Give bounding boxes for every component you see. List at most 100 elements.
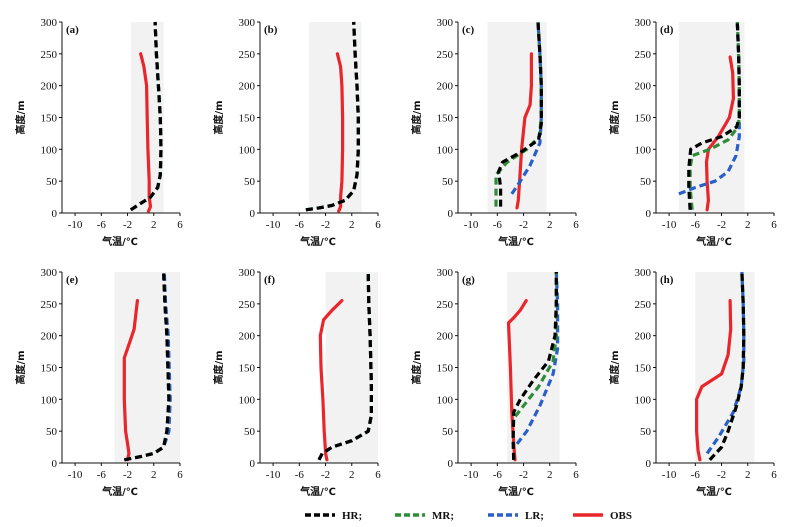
x-axis-label: 气温/℃ xyxy=(299,235,336,248)
legend-item: LR; xyxy=(488,510,544,522)
chart-panel: -10 -6 -2 2 6 0 50 100 150 200 250 300 (b) 高度/m 气温/℃ xyxy=(212,17,381,248)
chart-panel: -10 -6 -2 2 6 0 50 100 150 200 250 300 (h) 高度/m 气温/℃ xyxy=(608,267,777,498)
x-tick-label: 2 xyxy=(745,469,751,481)
series-line-lr xyxy=(678,21,741,196)
y-tick-label: 200 xyxy=(239,331,256,343)
y-tick-label: 300 xyxy=(437,17,454,29)
y-axis-label: 高度/m xyxy=(212,100,225,134)
y-tick-label: 100 xyxy=(41,144,58,156)
x-tick-label: -2 xyxy=(321,219,330,231)
x-axis-label: 气温/℃ xyxy=(497,485,534,498)
x-tick-label: -6 xyxy=(493,469,503,481)
y-tick-label: 300 xyxy=(239,17,256,29)
series-line-hr xyxy=(708,271,746,461)
y-tick-label: 0 xyxy=(448,458,454,470)
legend-item: MR; xyxy=(395,510,454,522)
panel-label: (b) xyxy=(264,24,278,36)
y-tick-label: 0 xyxy=(448,208,454,220)
legend: HR; MR; LR; OBS xyxy=(305,510,632,522)
x-tick-label: -10 xyxy=(266,219,281,231)
y-tick-label: 150 xyxy=(239,363,256,375)
x-axis-label: 气温/℃ xyxy=(101,235,138,248)
series-line-hr xyxy=(687,21,741,210)
y-tick-label: 200 xyxy=(635,81,652,93)
y-axis-label: 高度/m xyxy=(212,350,225,384)
y-tick-label: 50 xyxy=(244,426,256,438)
panel-label: (f) xyxy=(264,274,275,286)
x-tick-label: -10 xyxy=(266,469,281,481)
x-tick-label: 6 xyxy=(573,469,579,481)
y-axis-label: 高度/m xyxy=(410,100,423,134)
x-axis-label: 气温/℃ xyxy=(695,235,732,248)
chart-panel: -10 -6 -2 2 6 0 50 100 150 200 250 300 (c) 高度/m 气温/℃ xyxy=(410,17,579,248)
panels: -10 -6 -2 2 6050100150200250300(a)高度/m气温/℃-1… xyxy=(14,17,777,498)
y-axis-label: 高度/m xyxy=(14,350,27,384)
x-tick-label: -6 xyxy=(295,469,305,481)
y-tick-label: 250 xyxy=(41,49,58,61)
legend-label: OBS xyxy=(610,510,632,522)
x-tick-label: -2 xyxy=(321,469,330,481)
y-tick-label: 50 xyxy=(46,426,58,438)
y-tick-label: 200 xyxy=(635,331,652,343)
y-tick-label: 0 xyxy=(646,458,652,470)
x-tick-label: -2 xyxy=(123,219,132,231)
y-tick-label: 250 xyxy=(437,49,454,61)
x-tick-label: -2 xyxy=(123,469,132,481)
x-tick-label: -10 xyxy=(464,219,479,231)
x-tick-label: 6 xyxy=(771,469,777,481)
series-line-obs xyxy=(506,299,528,462)
legend-label: HR; xyxy=(342,510,362,522)
x-tick-label: 6 xyxy=(375,219,381,231)
x-tick-label: -2 xyxy=(519,469,528,481)
x-tick-label: -2 xyxy=(717,469,726,481)
chart-panel: -10 -6 -2 2 6 0 50 100 150 200 250 300 (d) 高度/m 气温/℃ xyxy=(608,17,777,248)
panel-label: (a) xyxy=(66,24,79,36)
y-tick-label: 100 xyxy=(41,394,58,406)
x-axis-label: 气温/℃ xyxy=(101,485,138,498)
y-tick-label: 100 xyxy=(239,394,256,406)
series-line-obs xyxy=(139,52,153,213)
series-line-obs xyxy=(122,299,139,462)
series-line-hr xyxy=(129,21,163,212)
x-tick-label: -10 xyxy=(68,469,83,481)
legend-item: OBS xyxy=(573,510,632,522)
chart-panel: -10 -6 -2 2 6 0 50 100 150 200 250 300 (g) 高度/m 气温/℃ xyxy=(410,267,579,498)
y-tick-label: 0 xyxy=(646,208,652,220)
y-tick-label: 250 xyxy=(239,299,256,311)
y-tick-label: 250 xyxy=(41,299,58,311)
y-tick-label: 50 xyxy=(442,426,454,438)
y-tick-label: 100 xyxy=(437,144,454,156)
series-line-hr xyxy=(497,21,543,207)
y-tick-label: 250 xyxy=(635,299,652,311)
panel-label: (h) xyxy=(660,274,674,286)
y-tick-label: 150 xyxy=(239,113,256,125)
y-tick-label: 200 xyxy=(437,331,454,343)
y-tick-label: 50 xyxy=(46,176,58,188)
y-tick-label: 300 xyxy=(437,267,454,279)
x-tick-label: -6 xyxy=(295,219,305,231)
x-tick-label: -2 xyxy=(717,219,726,231)
series-line-obs xyxy=(515,52,533,210)
panel-label: (e) xyxy=(66,274,79,286)
panel-label: (c) xyxy=(462,24,475,36)
x-tick-label: 6 xyxy=(771,219,777,231)
series-line-obs xyxy=(318,299,344,462)
x-tick-label: 2 xyxy=(151,469,157,481)
x-tick-label: 6 xyxy=(573,219,579,231)
x-tick-label: -6 xyxy=(97,219,107,231)
y-tick-label: 300 xyxy=(41,267,58,279)
x-axis-label: 气温/℃ xyxy=(695,485,732,498)
legend-label: MR; xyxy=(432,510,454,522)
y-tick-label: 150 xyxy=(635,363,652,375)
legend-label: LR; xyxy=(525,510,544,522)
chart-panel: -10 -6 -2 2 6 0 50 100 150 200 250 300 (f) 高度/m 气温/℃ xyxy=(212,267,381,498)
panel-background xyxy=(309,22,362,213)
chart-panel: -10 -6 -2 2 6 0 50 100 150 200 250 300 (e) 高度/m 气温/℃ xyxy=(14,267,183,498)
y-tick-label: 0 xyxy=(52,458,58,470)
series-line-lr xyxy=(510,21,543,195)
x-axis-label: 气温/℃ xyxy=(497,235,534,248)
y-tick-label: 50 xyxy=(640,426,652,438)
y-tick-label: 250 xyxy=(635,49,652,61)
x-tick-label: 2 xyxy=(547,219,553,231)
